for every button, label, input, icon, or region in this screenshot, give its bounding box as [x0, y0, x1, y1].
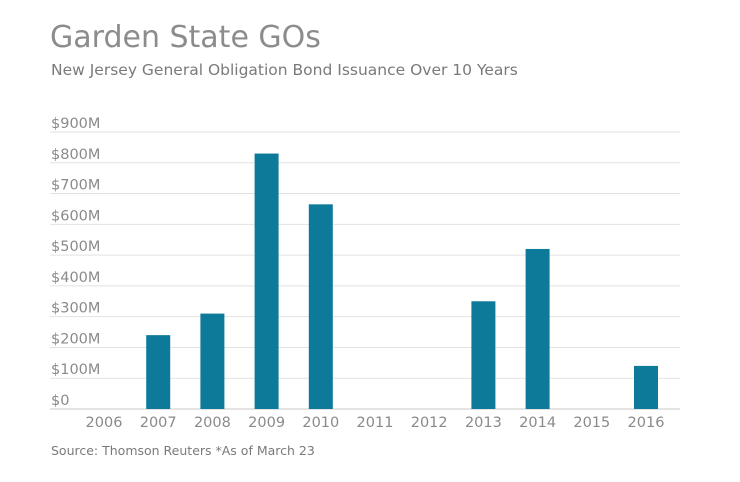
y-tick-label: $100M — [51, 362, 100, 378]
x-tick-label: 2013 — [465, 415, 502, 431]
source-note: Source: Thomson Reuters *As of March 23 — [51, 443, 315, 458]
x-tick-label: 2006 — [86, 415, 123, 431]
y-tick-label: $900M — [51, 116, 100, 132]
y-tick-label: $500M — [51, 239, 100, 255]
bar-2008 — [200, 313, 225, 409]
bars — [146, 153, 658, 409]
x-tick-label: 2007 — [140, 415, 177, 431]
bar-2016 — [634, 365, 658, 409]
y-tick-label: $0 — [51, 393, 69, 409]
gridlines — [50, 131, 680, 410]
bar-2007 — [146, 335, 171, 409]
x-tick-label: 2014 — [519, 415, 556, 431]
chart-subtitle: New Jersey General Obligation Bond Issua… — [51, 61, 518, 79]
x-tick-label: 2009 — [248, 415, 285, 431]
chart-title: Garden State GOs — [50, 20, 321, 55]
bar-2010 — [308, 204, 333, 409]
x-tick-label: 2016 — [628, 415, 665, 431]
y-axis-ticks: $0 $100M $200M $300M $400M $500M $600M $700M $80… — [51, 116, 100, 409]
y-tick-label: $200M — [51, 331, 100, 347]
x-tick-label: 2010 — [302, 415, 339, 431]
y-tick-label: $400M — [51, 270, 100, 286]
x-tick-label: 2008 — [194, 415, 231, 431]
x-tick-label: 2012 — [411, 415, 448, 431]
y-tick-label: $800M — [51, 147, 100, 163]
bar-2009 — [254, 153, 279, 409]
x-tick-label: 2011 — [357, 415, 394, 431]
bar-2013 — [471, 301, 496, 409]
y-tick-label: $600M — [51, 208, 100, 224]
x-axis-ticks: 2006 2007 2008 2009 2010 2011 2012 2013 2014 2015… — [86, 415, 665, 431]
x-tick-label: 2015 — [573, 415, 610, 431]
y-tick-label: $700M — [51, 178, 100, 194]
y-tick-label: $300M — [51, 301, 100, 317]
bar-2014 — [525, 248, 550, 409]
